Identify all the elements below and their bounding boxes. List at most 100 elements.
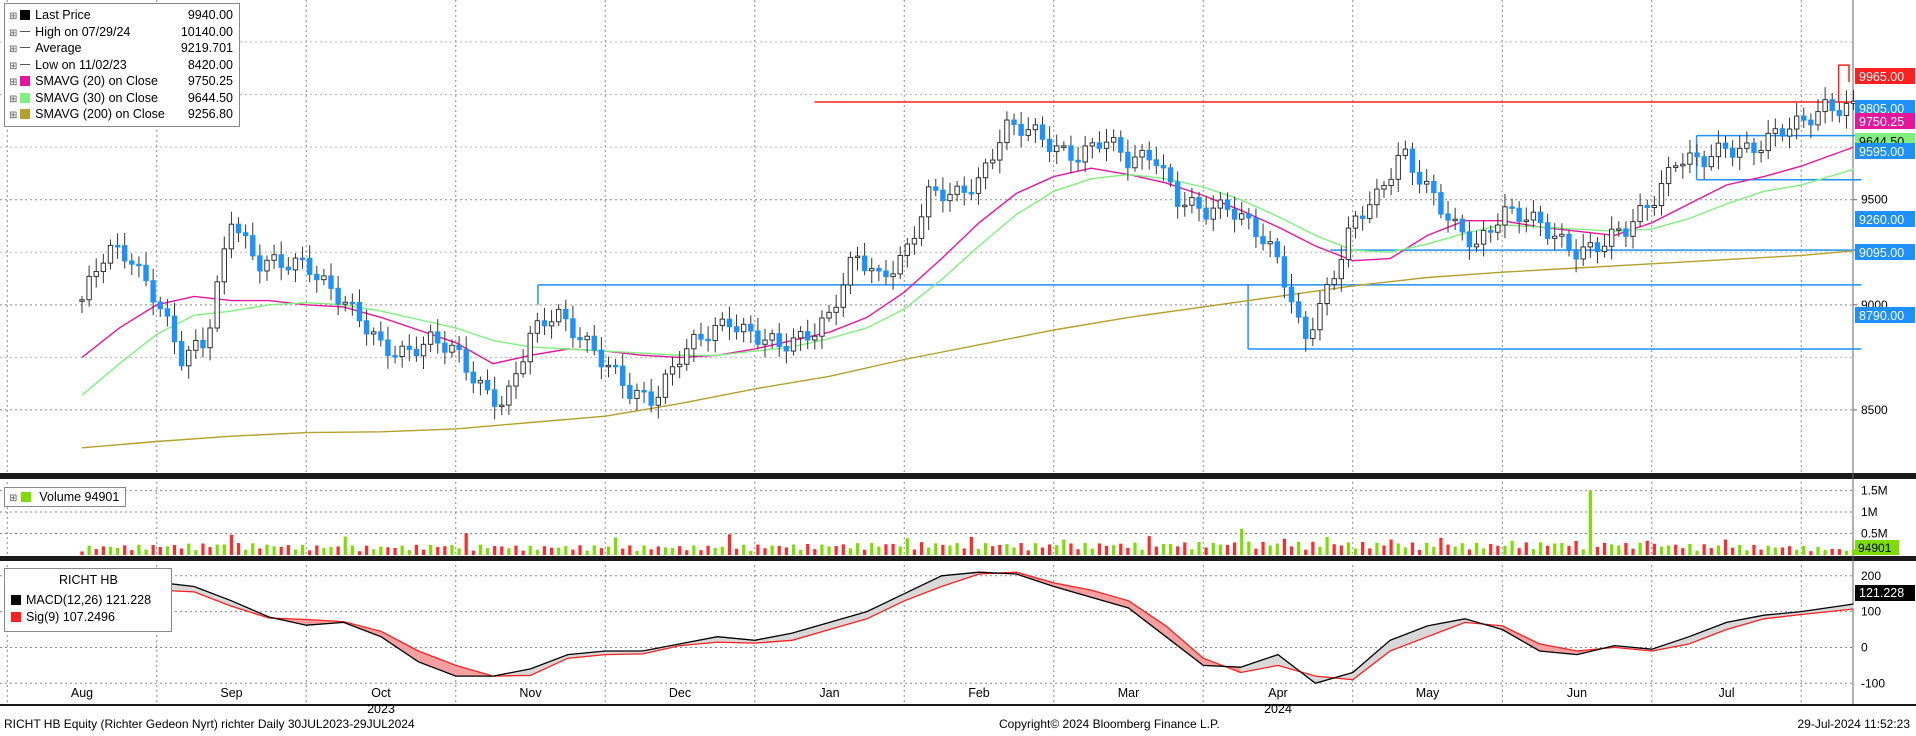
candle-body (1573, 249, 1579, 260)
candle-body (413, 348, 420, 357)
macd-legend-title: RICHT HB (59, 573, 118, 587)
candle-body (854, 255, 861, 259)
candle-body (1722, 142, 1729, 149)
candle-body (1203, 207, 1209, 220)
volume-bar (115, 547, 120, 555)
candle-body (840, 284, 846, 308)
candle-body (1452, 218, 1458, 222)
volume-bar (80, 551, 84, 555)
volume-bar (927, 547, 931, 555)
candle-body (114, 244, 121, 248)
volume-bar (635, 551, 639, 555)
candle-body (1793, 115, 1800, 130)
candle-body (1132, 156, 1138, 169)
volume-bar (493, 546, 497, 555)
candle-body (1765, 132, 1771, 151)
volume-bar (777, 545, 781, 555)
volume-bar (1638, 542, 1642, 555)
volume-bar (1183, 542, 1187, 555)
volume-bar (685, 550, 689, 555)
candle-body (1466, 231, 1473, 248)
volume-bar (208, 547, 212, 555)
panel-separator (0, 704, 1916, 706)
month-label: Apr (1268, 686, 1287, 700)
expand-icon[interactable]: ⊞ (9, 11, 21, 22)
volume-bar (500, 546, 504, 555)
candle-body (1217, 199, 1224, 209)
volume-bar (393, 547, 397, 555)
candle-body (634, 389, 640, 399)
candle-body (1246, 213, 1252, 219)
volume-bar (1211, 542, 1215, 555)
candle-body (1431, 180, 1437, 194)
volume-bar (1802, 545, 1806, 555)
candle-body (150, 280, 156, 303)
price-tag-label: 9260.00 (1859, 213, 1904, 227)
volume-bar (1745, 550, 1749, 555)
volume-bar (101, 546, 105, 555)
ma-swatch (20, 76, 31, 86)
macd-tick-label: -100 (1861, 676, 1885, 690)
expand-icon[interactable]: ⊞ (9, 493, 18, 504)
expand-icon[interactable]: ⊞ (9, 44, 21, 55)
candle-body (1146, 149, 1152, 161)
candle-body (591, 335, 597, 351)
candle-body (1267, 241, 1273, 245)
volume-bar (457, 548, 461, 555)
volume-bar (1346, 542, 1351, 555)
candle-body (363, 320, 370, 335)
volume-bar (414, 544, 418, 555)
candle-body (335, 287, 341, 305)
candle-body (129, 260, 135, 265)
macd-tick-label: 200 (1861, 569, 1881, 583)
expand-icon[interactable]: ⊞ (9, 77, 21, 88)
volume-tick-label: 0.5M (1861, 527, 1888, 541)
volume-bar (1289, 546, 1294, 555)
candle-body (669, 366, 676, 375)
expand-icon[interactable]: ⊞ (9, 27, 21, 39)
month-label: Sep (220, 686, 242, 700)
candle-body (1281, 256, 1288, 288)
volume-bar (357, 551, 362, 555)
volume-bar (1126, 547, 1130, 555)
volume-bar (770, 545, 774, 555)
volume-bar (1361, 542, 1365, 555)
volume-bar (1510, 540, 1514, 555)
volume-bar (1012, 547, 1016, 555)
last-price-swatch (20, 10, 31, 20)
volume-bar (699, 550, 703, 555)
candle-body (933, 186, 939, 191)
macd-last-tag-label: 121.228 (1859, 586, 1904, 600)
volume-bar (1517, 548, 1521, 555)
volume-bar (1083, 542, 1087, 555)
macd-legend-item: Sig(9) 107.2496 (11, 610, 115, 625)
legend-item-label: SMAVG (20) on Close (35, 74, 158, 88)
volume-bar (1467, 549, 1471, 555)
ma-line-200 (81, 250, 1854, 449)
volume-bar (663, 547, 668, 555)
expand-icon[interactable]: ⊞ (9, 93, 21, 105)
volume-bar (265, 544, 269, 555)
volume-legend-label: Volume (39, 490, 82, 504)
volume-bar (364, 545, 369, 555)
volume-bar (1759, 549, 1763, 555)
legend-item-value: 9644.50 (187, 90, 233, 105)
candle-body (1815, 111, 1821, 126)
volume-bar (322, 548, 326, 555)
expand-icon[interactable]: ⊞ (9, 110, 21, 121)
volume-bar (898, 546, 902, 555)
volume-bar (642, 545, 646, 555)
volume-bar (713, 547, 717, 555)
panel-separator (0, 473, 1916, 479)
candle-body (271, 254, 277, 261)
candle-body (897, 254, 903, 275)
expand-icon[interactable]: ⊞ (9, 60, 21, 72)
candle-body (235, 223, 242, 234)
volume-bar (1325, 536, 1329, 555)
volume-bar (187, 543, 191, 555)
candle-body (1118, 137, 1124, 153)
volume-bar (421, 549, 426, 555)
volume-bar (820, 544, 824, 555)
volume-bar (343, 536, 347, 555)
candle-body (506, 385, 512, 406)
